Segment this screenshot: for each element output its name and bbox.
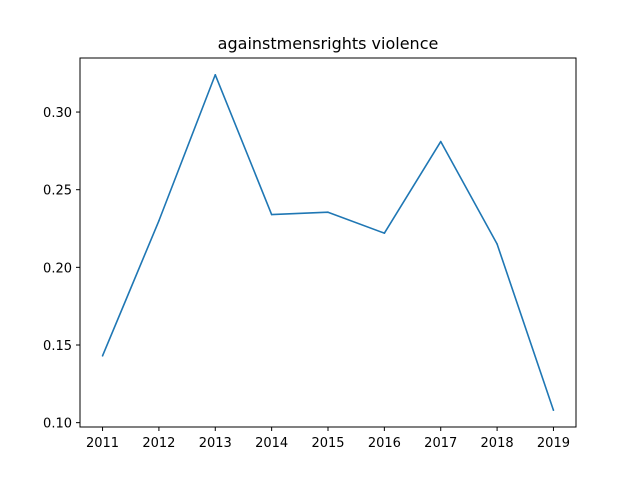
data-point-2018 (496, 243, 498, 245)
data-point-2012 (158, 219, 160, 222)
y-tick-label: 0.10 (43, 417, 72, 432)
y-tick-label: 0.20 (43, 261, 72, 276)
data-point-2011 (101, 355, 104, 357)
plot-area: 2011 2012 2013 2014 2015 2016 2017 2018 2019 0.10… (43, 73, 570, 451)
x-tick-label: 2012 (142, 436, 175, 451)
x-tick-label: 2018 (481, 436, 514, 451)
x-tick-label: 2017 (424, 436, 457, 451)
y-tick-label: 0.15 (43, 339, 72, 354)
x-tick-label: 2013 (199, 436, 232, 451)
x-tick-label: 2015 (311, 436, 344, 451)
data-point-2014 (270, 213, 273, 216)
plot-frame (79, 57, 577, 428)
x-tick-label: 2014 (255, 436, 288, 451)
data-point-2015 (327, 211, 329, 214)
data-point-2013 (214, 73, 217, 76)
y-tick-label: 0.30 (43, 106, 72, 121)
data-point-2016 (383, 232, 386, 234)
chart-title: againstmensrights violence (218, 34, 439, 53)
x-tick-label: 2016 (368, 436, 401, 451)
x-tick-label: 2019 (537, 436, 570, 451)
x-tick-label: 2011 (86, 436, 119, 451)
data-point-2019 (552, 409, 555, 412)
data-point-2017 (439, 140, 442, 143)
y-tick-label: 0.25 (43, 184, 72, 199)
